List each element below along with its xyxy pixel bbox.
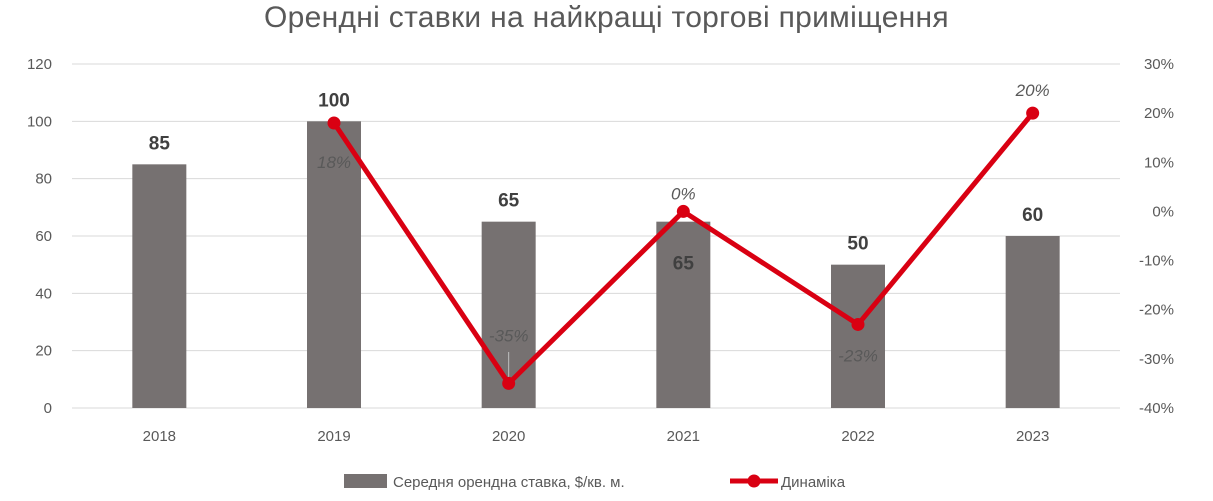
line-point xyxy=(851,317,865,331)
line-point xyxy=(1026,106,1040,120)
y-right-tick-label: -20% xyxy=(1139,302,1174,319)
x-tick-label: 2021 xyxy=(667,428,700,445)
bar xyxy=(132,164,187,408)
y-left-tick-label: 80 xyxy=(35,171,52,188)
bar-value-label: 60 xyxy=(1022,205,1043,226)
legend-line-marker xyxy=(747,474,761,488)
y-left-tick-label: 0 xyxy=(44,400,52,417)
y-left-tick-label: 20 xyxy=(35,343,52,360)
line-value-label: 0% xyxy=(671,184,696,203)
y-left-tick-label: 120 xyxy=(27,56,52,73)
y-left-tick-label: 60 xyxy=(35,228,52,245)
y-right-tick-label: 30% xyxy=(1144,56,1174,73)
bar xyxy=(307,121,361,408)
bar-value-label: 65 xyxy=(673,254,695,275)
y-right-tick-label: 10% xyxy=(1144,154,1174,171)
legend-line-label: Динаміка xyxy=(781,474,846,491)
x-tick-label: 2020 xyxy=(492,428,525,445)
x-tick-label: 2022 xyxy=(841,428,874,445)
x-tick-label: 2019 xyxy=(317,428,350,445)
chart-title: Орендні ставки на найкращі торгові примі… xyxy=(264,1,949,34)
line-point xyxy=(502,376,516,390)
y-right-tick-label: -40% xyxy=(1139,400,1174,417)
line-point xyxy=(327,116,341,130)
line-value-label: 20% xyxy=(1015,81,1050,100)
legend-bar-label: Середня орендна ставка, $/кв. м. xyxy=(393,474,625,491)
bar-value-label: 85 xyxy=(149,133,171,154)
x-tick-label: 2023 xyxy=(1016,428,1049,445)
bar xyxy=(1005,236,1060,408)
bar xyxy=(656,221,711,408)
line-value-label: -23% xyxy=(838,346,878,365)
legend-bar-swatch xyxy=(344,474,387,488)
bar-value-label: 100 xyxy=(318,90,350,111)
x-tick-label: 2018 xyxy=(143,428,176,445)
y-right-tick-label: 20% xyxy=(1144,105,1174,122)
line-value-label: 18% xyxy=(317,153,351,172)
y-right-tick-label: -30% xyxy=(1139,351,1174,368)
bar-value-label: 65 xyxy=(498,191,520,212)
bar xyxy=(831,264,885,408)
line-point xyxy=(676,204,690,218)
y-left-tick-label: 100 xyxy=(27,113,52,130)
bar-value-label: 50 xyxy=(847,234,868,255)
y-left-tick-label: 40 xyxy=(35,285,52,302)
y-right-tick-label: 0% xyxy=(1152,203,1174,220)
line-value-label: -35% xyxy=(489,326,529,345)
y-right-tick-label: -10% xyxy=(1139,253,1174,270)
